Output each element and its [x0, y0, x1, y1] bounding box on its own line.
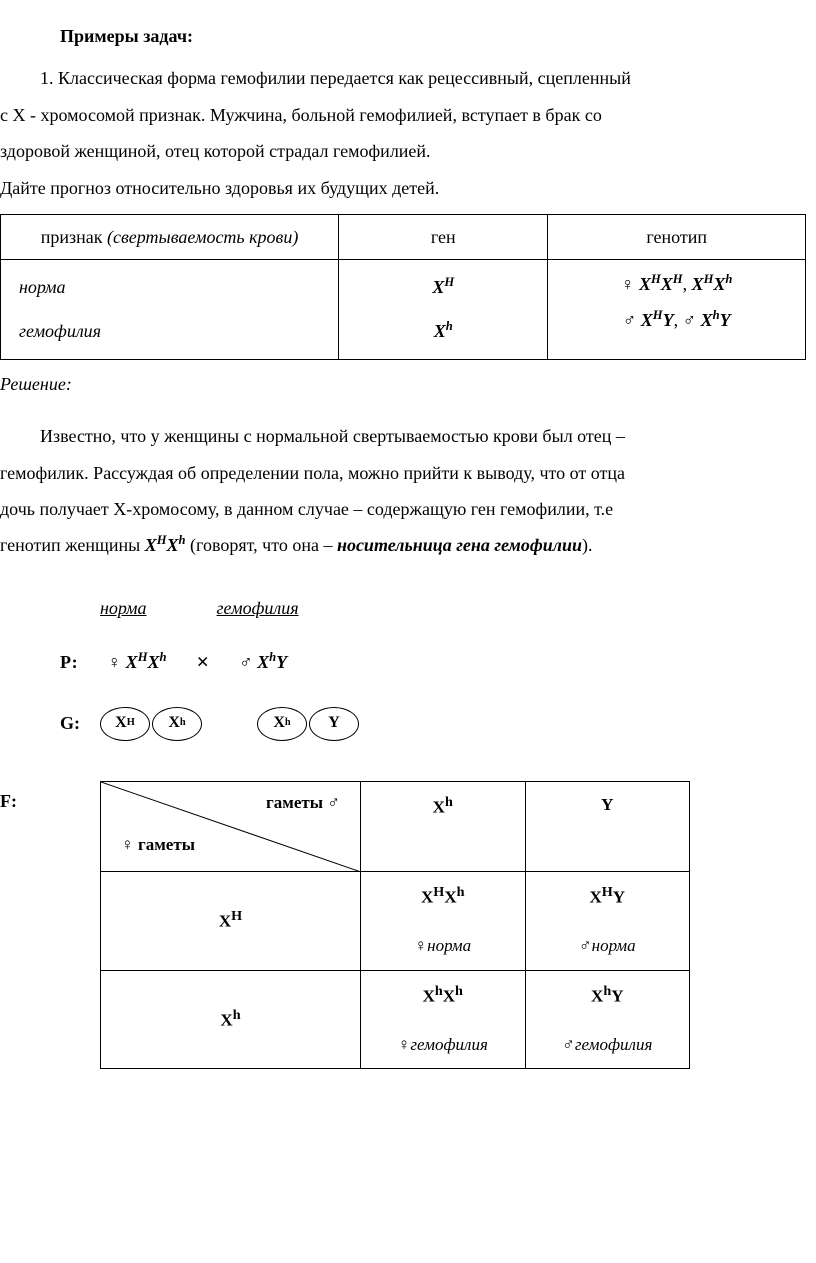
- trait-cell-genes: ХН Хh: [339, 260, 548, 359]
- punnett-cell-12: XHY ♂норма: [525, 871, 690, 970]
- genotype-XHXh: XHXh: [145, 535, 186, 555]
- trait-cell-genotypes: ♀ XHXH, XHXh ♂ XHY, ♂ XhY: [548, 260, 806, 359]
- trait-header-gene: ген: [339, 214, 548, 259]
- explanation-line-3: дочь получает Х-хромосому, в данном случ…: [0, 493, 806, 525]
- problem-line-4: Дайте прогноз относительно здоровья их б…: [0, 172, 806, 204]
- punnett-row-XH: XH: [101, 871, 361, 970]
- carrier-term: носительница гена гемофилии: [337, 535, 582, 555]
- punnett-cell-21: XhXh ♀гемофилия: [361, 970, 526, 1069]
- trait-header-label-italic: (свертываемость крови): [107, 227, 298, 247]
- punnett-top-label: гаметы ♂: [266, 788, 340, 819]
- problem-line-2: с Х - хромосомой признак. Мужчина, больн…: [0, 99, 806, 131]
- explanation-line-4: генотип женщины XHXh (говорят, что она –…: [0, 529, 806, 561]
- gamete-Y: Y: [309, 707, 359, 741]
- genotype-male: ♂ XHY, ♂ XhY: [623, 310, 731, 330]
- punnett-col-Y: Y: [525, 781, 690, 871]
- explanation-line-2: гемофилик. Рассуждая об определении пола…: [0, 457, 806, 489]
- problem-line-1: 1. Классическая форма гемофилии передает…: [0, 62, 806, 94]
- punnett-cell-11: XHXh ♀норма: [361, 871, 526, 970]
- punnett-cell-22: XhY ♂гемофилия: [525, 970, 690, 1069]
- parent-female: ♀ XHXh: [108, 646, 167, 678]
- punnett-square: гаметы ♂ ♀ гаметы Xh Y XH XHXh ♀норма XH…: [100, 781, 690, 1070]
- female-gametes: XH Xh: [100, 707, 202, 741]
- explanation-line-1: Известно, что у женщины с нормальной све…: [0, 420, 806, 452]
- trait-norma: норма: [19, 277, 66, 297]
- parent-male: ♂ XhY: [239, 646, 287, 678]
- gamete-Xh-m: Xh: [257, 707, 307, 741]
- g-label: G:: [60, 707, 80, 739]
- section-title: Примеры задач:: [60, 20, 806, 52]
- gamete-XH: XH: [100, 707, 150, 741]
- parents-row: Р: ♀ XHXh × ♂ XhY: [60, 642, 806, 682]
- trait-header-genotype: генотип: [548, 214, 806, 259]
- gametes-row: G: XH Xh Xh Y: [60, 707, 806, 741]
- trait-header-trait: признак (свертываемость крови): [1, 214, 339, 259]
- label-hemophilia: гемофилия: [217, 592, 299, 624]
- trait-hemophilia: гемофилия: [19, 321, 101, 341]
- trait-table: признак (свертываемость крови) ген генот…: [0, 214, 806, 360]
- gene-XH: ХН: [432, 277, 454, 297]
- punnett-row-Xh: Xh: [101, 970, 361, 1069]
- problem-line-3: здоровой женщиной, отец которой страдал …: [0, 135, 806, 167]
- label-norma: норма: [100, 592, 147, 624]
- p-label: Р:: [60, 646, 78, 678]
- cross-icon: ×: [197, 642, 210, 682]
- gene-Xh: Хh: [434, 321, 453, 341]
- male-gametes: Xh Y: [257, 707, 359, 741]
- gamete-Xh: Xh: [152, 707, 202, 741]
- punnett-col-Xh: Xh: [361, 781, 526, 871]
- genotype-female: ♀ XHXH, XHXh: [621, 274, 732, 294]
- trait-header-label: признак: [41, 227, 107, 247]
- punnett-left-label: ♀ гаметы: [121, 830, 195, 861]
- punnett-corner: гаметы ♂ ♀ гаметы: [101, 781, 361, 871]
- f-label: F:: [0, 785, 17, 817]
- solution-label: Решение:: [0, 368, 806, 400]
- trait-cell-traits: норма гемофилия: [1, 260, 339, 359]
